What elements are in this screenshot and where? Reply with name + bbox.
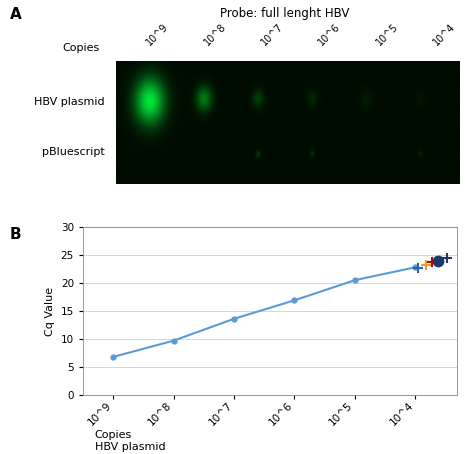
Text: A: A	[9, 7, 21, 22]
Text: Probe: full lenght HBV: Probe: full lenght HBV	[220, 7, 349, 20]
Y-axis label: Cq Value: Cq Value	[45, 286, 55, 336]
Text: Copies: Copies	[62, 43, 100, 53]
Text: HBV plasmid: HBV plasmid	[34, 97, 104, 107]
Text: Copies
HBV plasmid: Copies HBV plasmid	[95, 430, 165, 452]
Text: 10^8: 10^8	[202, 22, 228, 48]
Text: pBluescript: pBluescript	[42, 147, 104, 157]
Text: 10^4: 10^4	[431, 22, 457, 48]
Text: 10^6: 10^6	[317, 22, 342, 48]
Text: B: B	[9, 227, 21, 242]
Text: 10^9: 10^9	[145, 22, 171, 48]
Text: 10^5: 10^5	[374, 22, 400, 48]
Text: 10^7: 10^7	[259, 22, 285, 48]
